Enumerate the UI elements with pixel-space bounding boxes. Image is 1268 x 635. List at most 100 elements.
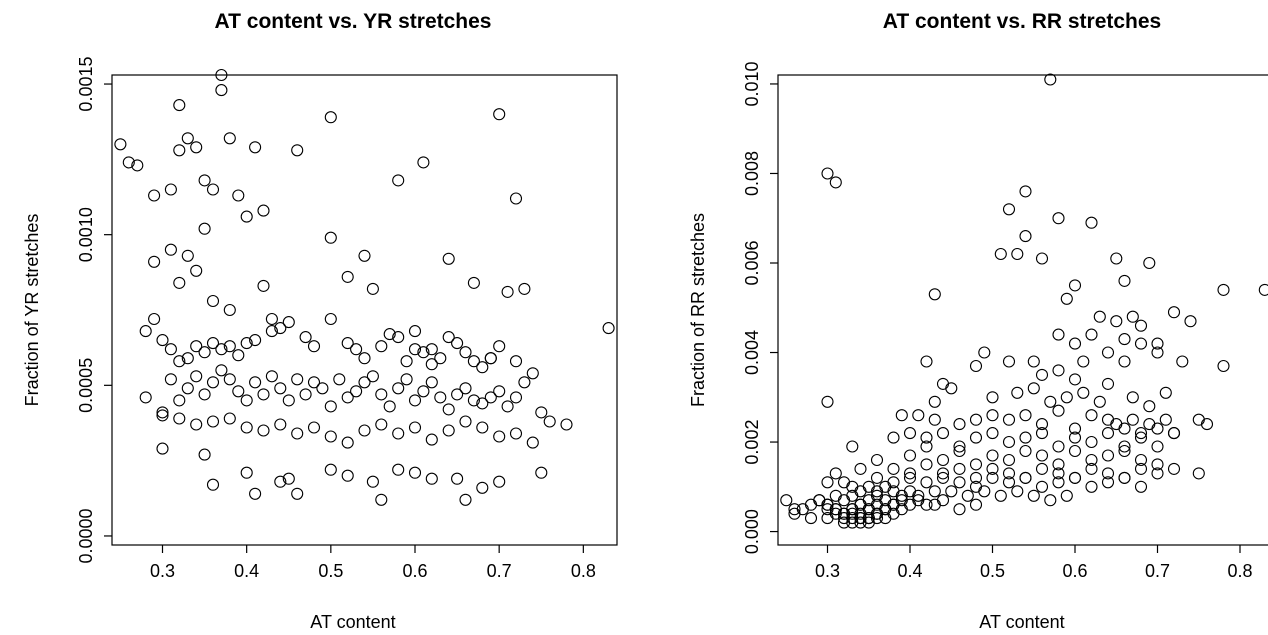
data-point-yr [451, 472, 464, 485]
data-point-rr [1167, 427, 1181, 440]
x-tick-label-rr: 0.8 [1227, 561, 1252, 581]
y-tick-label-rr: 0.008 [742, 151, 762, 196]
data-point-yr [148, 255, 161, 268]
data-point-yr [173, 394, 186, 407]
data-point-yr [232, 349, 245, 362]
data-point-rr [1085, 409, 1098, 422]
data-point-rr [1044, 494, 1057, 507]
data-point-yr [265, 312, 278, 326]
data-point-yr [265, 370, 278, 383]
data-point-yr [366, 370, 379, 383]
data-point-yr [467, 276, 480, 289]
data-point-rr [1085, 435, 1098, 449]
data-point-yr [206, 337, 220, 350]
data-point-rr [1192, 413, 1205, 426]
data-point-yr [324, 463, 337, 476]
x-tick-label-rr: 0.3 [815, 561, 840, 581]
data-point-rr [969, 498, 983, 511]
data-point-rr [953, 462, 966, 475]
x-axis-ticks-rr: 0.3 0.4 0.5 0.6 0.7 0.8 [815, 545, 1253, 581]
data-point-rr [1035, 462, 1049, 475]
data-point-rr [821, 512, 834, 525]
data-point-rr [1167, 306, 1181, 319]
y-tick-label-rr: 0.002 [742, 420, 762, 465]
data-point-yr [484, 352, 497, 365]
data-point-rr [953, 440, 966, 453]
data-point-rr [1085, 462, 1098, 475]
data-point-yr [341, 469, 354, 482]
data-point-yr [341, 270, 354, 283]
data-point-yr [223, 303, 236, 317]
data-point-yr [501, 285, 514, 298]
data-point-yr [307, 421, 321, 434]
data-point-rr [978, 346, 991, 359]
data-point-yr [206, 376, 220, 389]
data-point-yr [509, 427, 523, 440]
data-point-yr [215, 343, 228, 356]
data-point-yr [459, 382, 472, 395]
data-point-yr [400, 355, 413, 368]
data-point-rr [1068, 279, 1082, 292]
data-point-yr [501, 400, 514, 413]
data-point-yr [400, 373, 413, 386]
data-point-rr [821, 395, 834, 408]
data-point-yr [173, 276, 186, 289]
data-point-rr [846, 516, 859, 529]
data-point-rr [1019, 431, 1032, 444]
data-point-rr [1019, 185, 1032, 198]
data-point-rr [862, 516, 875, 529]
data-point-yr [291, 144, 304, 157]
data-point-rr [969, 458, 983, 471]
data-point-rr [1060, 391, 1073, 404]
data-point-rr [928, 498, 941, 511]
y-tick-label-yr: 0.0010 [76, 207, 96, 262]
data-point-yr [526, 436, 539, 449]
data-point-yr [164, 373, 177, 386]
data-point-yr [206, 294, 220, 308]
data-point-rr [953, 444, 966, 458]
data-point-yr [366, 475, 379, 488]
data-point-rr [1134, 319, 1148, 332]
data-point-rr [1110, 418, 1123, 431]
data-point-rr [1118, 440, 1131, 453]
data-point-rr [912, 409, 925, 422]
data-point-rr [1126, 391, 1139, 404]
data-point-rr [969, 471, 983, 484]
data-point-yr [164, 343, 177, 356]
data-point-yr [324, 400, 337, 413]
x-tick-label-rr: 0.5 [980, 561, 1005, 581]
data-point-rr [1110, 315, 1123, 328]
data-point-yr [324, 231, 337, 244]
data-point-rr [1052, 404, 1065, 417]
x-tick-label-yr: 0.7 [487, 561, 512, 581]
data-point-rr [986, 427, 999, 440]
x-tick-label-rr: 0.4 [897, 561, 922, 581]
data-point-rr [986, 471, 999, 484]
data-point-yr [535, 466, 548, 479]
data-point-rr [945, 485, 958, 498]
data-point-yr [198, 388, 211, 401]
data-point-yr [476, 397, 489, 410]
data-point-rr [1134, 453, 1148, 467]
data-point-rr [788, 503, 801, 516]
x-axis-label-rr: AT content [979, 612, 1064, 632]
data-point-yr [476, 421, 489, 434]
data-point-rr [1002, 203, 1016, 216]
data-point-rr [936, 494, 950, 507]
data-point-rr [1151, 467, 1164, 480]
yr-scatter-panel: AT content vs. YR stretches AT content F… [22, 10, 618, 632]
x-tick-label-yr: 0.5 [318, 561, 343, 581]
data-point-rr [1200, 418, 1214, 431]
x-axis-ticks-yr: 0.3 0.4 0.5 0.6 0.7 0.8 [150, 545, 596, 581]
data-point-yr [131, 159, 144, 172]
data-point-rr [1118, 471, 1131, 484]
data-point-yr [223, 373, 236, 386]
data-point-rr [846, 489, 859, 502]
data-point-yr [341, 337, 354, 350]
data-point-yr [509, 192, 523, 205]
data-point-yr [198, 222, 211, 235]
data-point-rr [1258, 283, 1268, 296]
data-point-rr [903, 498, 917, 511]
data-point-rr [986, 391, 999, 404]
data-point-rr [1093, 310, 1106, 323]
